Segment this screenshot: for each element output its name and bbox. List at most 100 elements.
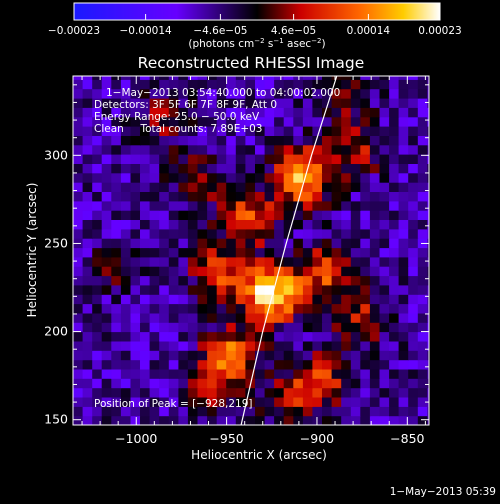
heatmap-cell [140,219,151,230]
heatmap-cell [111,378,122,389]
heatmap-cell [216,154,227,164]
heatmap-cell [149,210,160,220]
heatmap-cell [417,415,428,425]
x-tick-label: −850 [390,431,424,446]
heatmap-cell [398,154,409,164]
heatmap-cell [101,228,112,239]
heatmap-cell [427,76,429,80]
heatmap-cell [322,322,333,333]
heatmap-cell [149,98,160,108]
heatmap-cell [274,210,285,220]
heatmap-cell [427,135,429,146]
heatmap-cell [255,126,266,136]
heatmap-cell [360,154,371,164]
colorbar-tick-label: 0.00023 [418,25,461,37]
heatmap-cell [341,303,352,314]
heatmap-cell [226,378,237,389]
heatmap-cell [187,415,199,425]
heatmap-cell [389,415,400,425]
heatmap-cell [302,200,314,211]
heatmap-cell [235,210,246,220]
x-tick-label: −900 [300,431,334,446]
heatmap-cell [408,266,419,277]
annotation-detectors: Detectors: 3F 5F 6F 7F 8F 9F, Att 0 [94,99,277,111]
heatmap-cell [187,387,199,398]
heatmap-cell [82,163,93,174]
heatmap-cell [111,219,122,230]
heatmap-cell [120,107,132,118]
heatmap-cell [331,322,342,333]
heatmap-cell [379,340,390,351]
heatmap-cell [379,200,390,211]
heatmap-cell [264,135,275,146]
heatmap-cell [350,368,361,379]
heatmap-cell [312,107,323,118]
heatmap-cell [369,247,381,258]
heatmap-cell [140,210,151,220]
heatmap-cell [111,256,122,267]
heatmap-cell [341,172,352,183]
heatmap-cell [245,79,256,90]
heatmap-cell [245,322,256,333]
heatmap-cell [149,331,160,342]
heatmap-cell [216,88,227,99]
heatmap-cell [331,191,342,202]
heatmap-cell [159,210,170,220]
heatmap-cell [302,331,314,342]
heatmap-cell [111,368,122,379]
heatmap-cell [101,378,112,389]
heatmap-cell [235,331,246,342]
heatmap-cell [92,294,103,305]
heatmap-cell [73,331,84,342]
heatmap-cell [101,219,112,230]
heatmap-cell [197,107,208,118]
heatmap-cell [178,116,189,127]
heatmap-cell [111,135,122,146]
heatmap-cell [207,88,218,99]
heatmap-cell [360,294,371,305]
heatmap-cell [207,219,218,230]
heatmap-cell [226,406,237,417]
heatmap-cell [235,88,246,99]
heatmap-cell [408,107,419,118]
heatmap-cell [168,182,179,192]
heatmap-cell [274,284,285,295]
heatmap-cell [427,163,429,174]
heatmap-cell [302,387,314,398]
heatmap-cell [283,135,294,146]
heatmap-cell [111,228,122,239]
heatmap-cell [168,144,179,155]
heatmap-cell [92,368,103,379]
heatmap-cell [73,144,84,155]
heatmap-cell [283,172,294,183]
heatmap-cell [207,126,218,136]
heatmap-cell [398,98,409,108]
heatmap-cell [82,79,93,90]
heatmap-cell [417,144,428,155]
heatmap-cell [111,406,122,417]
heatmap-cell [178,294,189,305]
heatmap-cell [178,79,189,90]
heatmap-cell [293,238,304,249]
heatmap-cell [350,154,361,164]
heatmap-cell [274,200,285,211]
heatmap-cell [369,182,381,192]
heatmap-cell [187,247,199,258]
heatmap-cell [369,331,381,342]
heatmap-cell [255,303,266,314]
heatmap-cell [140,107,151,118]
heatmap-cell [159,116,170,127]
heatmap-cell [159,275,170,286]
heatmap-cell [159,79,170,90]
heatmap-cell [312,126,323,136]
heatmap-cell [389,172,400,183]
heatmap-cell [389,322,400,333]
heatmap-cell [149,406,160,417]
heatmap-cell [417,322,428,333]
heatmap-cell [101,256,112,267]
heatmap-cell [149,247,160,258]
heatmap-cell [111,76,122,80]
heatmap-cell [255,98,266,108]
heatmap-cell [235,284,246,295]
heatmap-cell [293,350,304,361]
